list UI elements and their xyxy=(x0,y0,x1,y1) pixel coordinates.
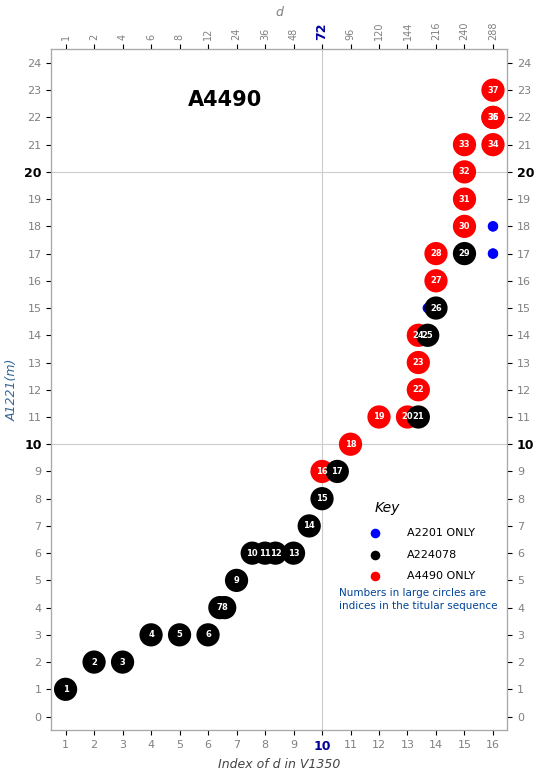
Text: 5: 5 xyxy=(177,630,183,639)
Point xyxy=(423,301,432,314)
Point xyxy=(431,274,440,287)
Point xyxy=(414,384,423,396)
Text: 9: 9 xyxy=(234,576,239,585)
Text: 36: 36 xyxy=(487,113,499,122)
Point xyxy=(318,493,326,505)
Point xyxy=(215,601,224,614)
Point xyxy=(489,220,497,232)
Text: 27: 27 xyxy=(430,277,442,285)
Point xyxy=(53,703,62,716)
Text: 13: 13 xyxy=(288,549,299,558)
Text: 19: 19 xyxy=(373,413,385,421)
Point xyxy=(403,411,412,423)
Point xyxy=(118,656,127,668)
Text: 15: 15 xyxy=(316,494,328,503)
Point xyxy=(414,357,423,369)
Point xyxy=(489,138,497,151)
Text: 24: 24 xyxy=(413,331,424,340)
Text: 29: 29 xyxy=(458,249,470,258)
Text: Numbers in large circles are
indices in the titular sequence: Numbers in large circles are indices in … xyxy=(339,588,497,611)
Point xyxy=(414,411,423,423)
Point xyxy=(489,84,497,96)
Point xyxy=(232,574,241,587)
Text: 20: 20 xyxy=(402,413,413,421)
Point xyxy=(375,411,383,423)
Point xyxy=(90,656,98,668)
Text: 10: 10 xyxy=(246,549,258,558)
Point xyxy=(220,601,229,614)
Point xyxy=(261,547,269,559)
Point xyxy=(423,329,432,342)
Point xyxy=(333,465,342,478)
Point xyxy=(61,683,70,695)
Text: 34: 34 xyxy=(487,140,499,149)
Text: 7: 7 xyxy=(217,603,222,612)
Text: 32: 32 xyxy=(458,167,470,176)
Point xyxy=(460,166,469,178)
Point xyxy=(414,384,423,396)
Text: 30: 30 xyxy=(459,222,470,231)
Point xyxy=(489,111,497,124)
Text: 11: 11 xyxy=(259,549,271,558)
Text: Key: Key xyxy=(375,501,400,515)
Point xyxy=(460,247,469,260)
Text: 26: 26 xyxy=(430,304,442,312)
Point xyxy=(289,547,298,559)
Text: 33: 33 xyxy=(459,140,470,149)
Point xyxy=(346,438,355,451)
Point xyxy=(204,629,212,641)
Text: 37: 37 xyxy=(487,85,499,95)
Text: A4490 ONLY: A4490 ONLY xyxy=(407,571,475,581)
Point xyxy=(271,547,280,559)
Point xyxy=(489,247,497,260)
Text: 31: 31 xyxy=(458,194,470,204)
Text: 21: 21 xyxy=(413,413,424,421)
Point xyxy=(318,465,326,478)
Text: A2201 ONLY: A2201 ONLY xyxy=(407,528,475,538)
Point xyxy=(460,220,469,232)
Text: 3: 3 xyxy=(120,657,125,667)
Text: 23: 23 xyxy=(413,358,424,367)
Point xyxy=(414,411,423,423)
Point xyxy=(460,193,469,205)
Point xyxy=(53,702,62,715)
Point xyxy=(53,704,62,716)
Text: 28: 28 xyxy=(430,249,442,258)
Text: 6: 6 xyxy=(205,630,211,639)
Point xyxy=(414,329,423,342)
Text: 2: 2 xyxy=(91,657,97,667)
Point xyxy=(489,247,497,260)
Text: 14: 14 xyxy=(303,521,315,531)
Point xyxy=(460,138,469,151)
Point xyxy=(346,438,355,451)
Text: 12: 12 xyxy=(269,549,281,558)
Point xyxy=(414,357,423,369)
Point xyxy=(248,547,256,559)
Text: A4490: A4490 xyxy=(187,90,262,110)
Point xyxy=(333,465,342,478)
Text: A224078: A224078 xyxy=(407,549,457,559)
Point xyxy=(431,274,440,287)
Text: 4: 4 xyxy=(148,630,154,639)
Point xyxy=(460,247,469,260)
Text: 22: 22 xyxy=(413,385,424,394)
Text: 17: 17 xyxy=(332,467,343,476)
Y-axis label: A1221(m): A1221(m) xyxy=(5,358,18,421)
Text: 8: 8 xyxy=(222,603,227,612)
Text: 18: 18 xyxy=(345,440,356,448)
Text: 16: 16 xyxy=(316,467,328,476)
X-axis label: d: d xyxy=(275,5,283,19)
Text: 1: 1 xyxy=(63,685,69,694)
Point xyxy=(489,111,497,124)
Text: 25: 25 xyxy=(422,331,434,340)
X-axis label: Index of d in V1350: Index of d in V1350 xyxy=(218,758,340,772)
Text: 35: 35 xyxy=(487,113,499,122)
Point xyxy=(176,629,184,641)
Point xyxy=(431,301,440,314)
Point xyxy=(431,247,440,260)
Point xyxy=(305,520,314,532)
Point xyxy=(147,629,156,641)
Point xyxy=(489,220,497,232)
